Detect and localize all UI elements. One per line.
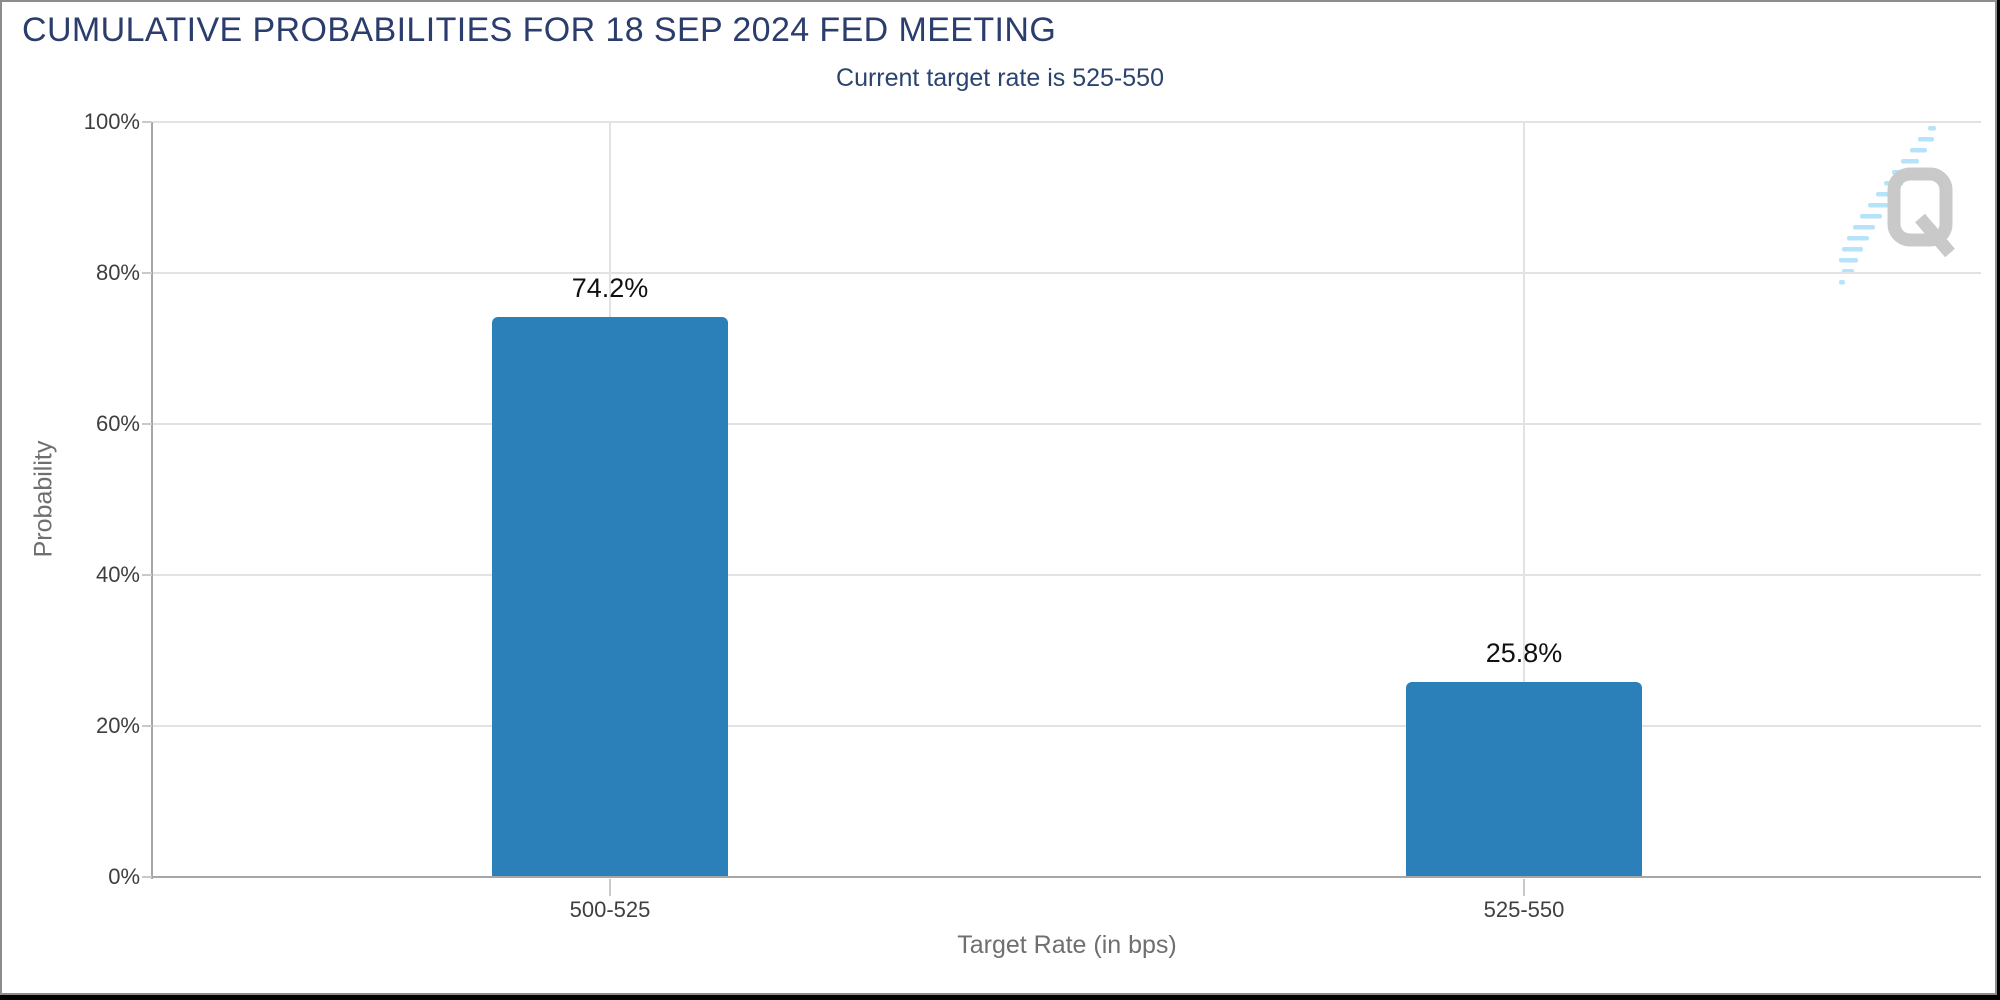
- bar-525-550[interactable]: [1406, 682, 1642, 877]
- x-axis-line: [151, 876, 1981, 878]
- y-axis-line: [151, 122, 153, 879]
- plot-area: 74.2% 25.8%: [153, 121, 1981, 877]
- bar-value-label: 74.2%: [571, 272, 649, 303]
- chart-subtitle: Current target rate is 525-550: [836, 64, 1164, 92]
- h-gridline: [153, 725, 1981, 727]
- h-gridline: [153, 121, 1981, 123]
- watermark-q-icon: [1887, 167, 1955, 258]
- x-axis-title: Target Rate (in bps): [957, 931, 1177, 959]
- bar-value-label: 25.8%: [1485, 638, 1563, 669]
- chart-title: CUMULATIVE PROBABILITIES FOR 18 SEP 2024…: [22, 11, 1057, 49]
- y-axis-title: Probability: [29, 440, 58, 558]
- h-gridline: [153, 423, 1981, 425]
- h-gridline: [153, 272, 1981, 274]
- h-gridline: [153, 574, 1981, 576]
- v-gridline: [1523, 122, 1525, 877]
- bar-500-525[interactable]: [492, 316, 728, 877]
